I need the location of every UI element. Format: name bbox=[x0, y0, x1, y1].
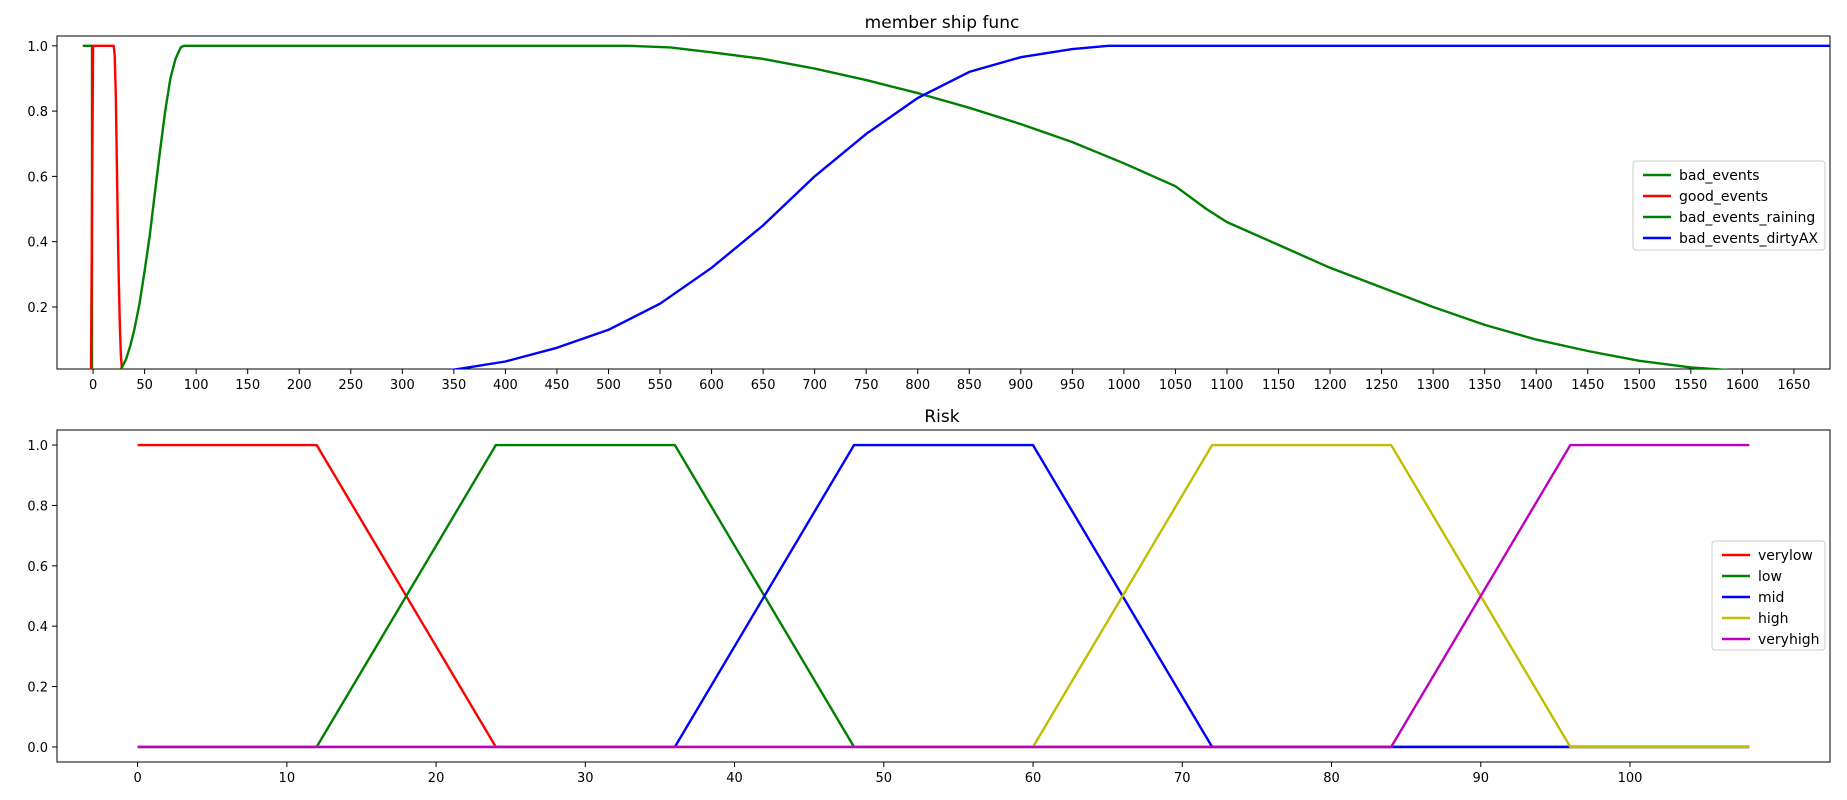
chart-title: Risk bbox=[924, 407, 959, 427]
x-tick-label: 1400 bbox=[1520, 378, 1553, 393]
y-tick-label: 0.6 bbox=[27, 560, 48, 575]
y-tick-label: 0.8 bbox=[27, 499, 48, 514]
x-tick-label: 600 bbox=[699, 378, 724, 393]
membership-function-chart: member ship func 0 50 100 150 200 250 300 350 40… bbox=[27, 13, 1831, 393]
x-tick-label: 150 bbox=[235, 378, 260, 393]
x-tick-label: 1600 bbox=[1726, 378, 1759, 393]
y-tick-label: 0.0 bbox=[27, 741, 48, 756]
x-tick-label: 0 bbox=[89, 378, 97, 393]
chart-title: member ship func bbox=[865, 13, 1020, 33]
y-axis: 0.2 0.4 0.6 0.8 1.0 bbox=[27, 40, 57, 316]
legend-label-veryhigh: veryhigh bbox=[1758, 632, 1819, 648]
x-tick-label: 100 bbox=[1618, 771, 1643, 786]
plot-frame bbox=[56, 429, 1831, 763]
x-tick-label: 0 bbox=[133, 771, 141, 786]
x-tick-label: 650 bbox=[751, 378, 776, 393]
x-tick-label: 1200 bbox=[1314, 378, 1347, 393]
legend: verylow low mid high veryhigh bbox=[1711, 540, 1826, 651]
x-tick-label: 60 bbox=[1025, 771, 1042, 786]
legend-label-bad_events_raining: bad_events_raining bbox=[1679, 210, 1815, 226]
y-tick-label: 0.4 bbox=[27, 620, 48, 635]
y-axis: 0.0 0.2 0.4 0.6 0.8 1.0 bbox=[27, 439, 57, 756]
plot-frame bbox=[56, 35, 1831, 370]
x-tick-label: 1050 bbox=[1159, 378, 1192, 393]
series-lines bbox=[82, 44, 1830, 369]
legend-label-high: high bbox=[1758, 611, 1789, 627]
x-tick-label: 1150 bbox=[1262, 378, 1295, 393]
x-tick-label: 20 bbox=[428, 771, 445, 786]
x-tick-label: 200 bbox=[287, 378, 312, 393]
x-tick-label: 800 bbox=[905, 378, 930, 393]
x-tick-label: 50 bbox=[876, 771, 893, 786]
series-line-veryhigh bbox=[137, 443, 1750, 749]
legend-label-mid: mid bbox=[1758, 590, 1784, 606]
series-line-bad_events_dirtyAX bbox=[447, 44, 1830, 369]
y-tick-label: 0.2 bbox=[27, 681, 48, 696]
x-tick-label: 250 bbox=[338, 378, 363, 393]
x-tick-label: 1550 bbox=[1674, 378, 1707, 393]
x-tick-label: 850 bbox=[957, 378, 982, 393]
series-lines bbox=[137, 443, 1750, 749]
legend-label-bad_events: bad_events bbox=[1679, 168, 1760, 184]
x-tick-label: 1650 bbox=[1777, 378, 1810, 393]
legend-label-bad_events_dirtyAX: bad_events_dirtyAX bbox=[1679, 231, 1818, 247]
y-tick-label: 0.4 bbox=[27, 236, 48, 251]
x-tick-label: 50 bbox=[136, 378, 153, 393]
x-tick-label: 70 bbox=[1174, 771, 1191, 786]
x-tick-label: 400 bbox=[493, 378, 518, 393]
x-tick-label: 450 bbox=[545, 378, 570, 393]
x-tick-label: 500 bbox=[596, 378, 621, 393]
x-tick-label: 1350 bbox=[1468, 378, 1501, 393]
x-axis: 0 50 100 150 200 250 300 350 400 450 500 550 600 650 7… bbox=[89, 369, 1810, 393]
x-tick-label: 1250 bbox=[1365, 378, 1398, 393]
x-tick-label: 750 bbox=[854, 378, 879, 393]
x-tick-label: 90 bbox=[1472, 771, 1489, 786]
legend-label-good_events: good_events bbox=[1679, 189, 1768, 205]
x-tick-label: 1000 bbox=[1107, 378, 1140, 393]
legend-box bbox=[1632, 160, 1826, 251]
legend: bad_events good_events bad_events_rainingb… bbox=[1632, 160, 1826, 251]
legend-label-low: low bbox=[1758, 569, 1782, 585]
risk-chart: Risk 0 10 20 30 40 50 60 70 80 90 100 0.0 0.2 0.4 0.6… bbox=[27, 407, 1831, 786]
x-tick-label: 40 bbox=[726, 771, 743, 786]
legend-box bbox=[1711, 540, 1826, 651]
x-tick-label: 700 bbox=[802, 378, 827, 393]
y-tick-label: 1.0 bbox=[27, 439, 48, 454]
x-tick-label: 1100 bbox=[1210, 378, 1243, 393]
x-tick-label: 550 bbox=[648, 378, 673, 393]
series-line-bad_events_raining bbox=[119, 44, 1731, 369]
x-tick-label: 80 bbox=[1323, 771, 1340, 786]
y-tick-label: 0.6 bbox=[27, 170, 48, 185]
series-line-good_events bbox=[89, 44, 124, 369]
y-tick-label: 0.8 bbox=[27, 105, 48, 120]
x-tick-label: 900 bbox=[1008, 378, 1033, 393]
x-axis: 0 10 20 30 40 50 60 70 80 90 100 bbox=[133, 762, 1642, 786]
x-tick-label: 1450 bbox=[1571, 378, 1604, 393]
x-tick-label: 350 bbox=[441, 378, 466, 393]
x-tick-label: 10 bbox=[279, 771, 296, 786]
x-tick-label: 30 bbox=[577, 771, 594, 786]
y-tick-label: 1.0 bbox=[27, 40, 48, 55]
y-tick-label: 0.2 bbox=[27, 301, 48, 316]
x-tick-label: 1500 bbox=[1623, 378, 1656, 393]
x-tick-label: 1300 bbox=[1417, 378, 1450, 393]
legend-label-verylow: verylow bbox=[1758, 548, 1813, 564]
x-tick-label: 300 bbox=[390, 378, 415, 393]
x-tick-label: 950 bbox=[1060, 378, 1085, 393]
x-tick-label: 100 bbox=[184, 378, 209, 393]
